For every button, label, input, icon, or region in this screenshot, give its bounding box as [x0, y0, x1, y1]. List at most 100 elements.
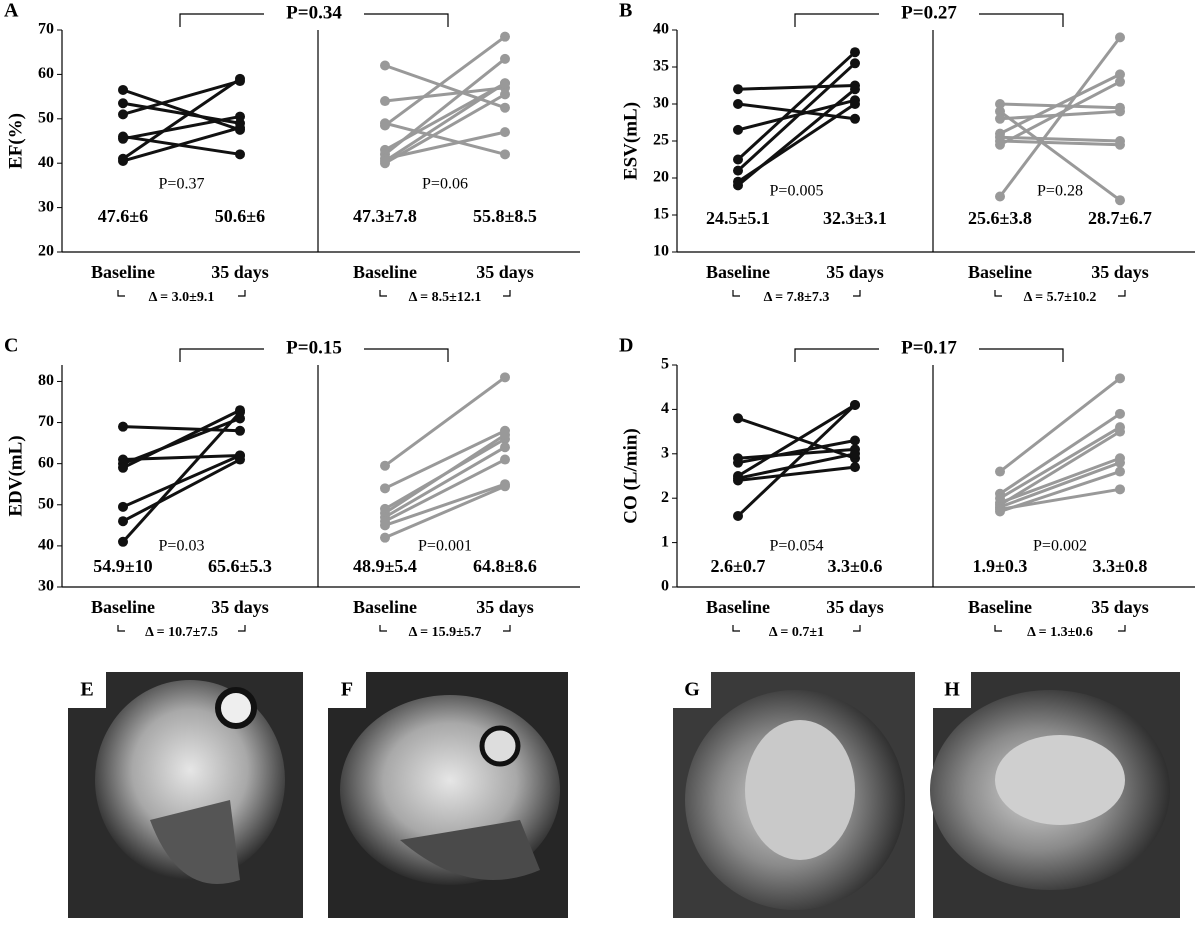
p-bracket — [179, 348, 449, 362]
x-tick-label: Baseline — [706, 597, 770, 617]
group-p: P=0.002 — [1033, 538, 1087, 555]
point — [1115, 373, 1125, 384]
y-tick-label: 50 — [38, 109, 54, 126]
point — [733, 84, 743, 95]
y-tick-label: 20 — [653, 169, 669, 186]
delta-label: Δ = 10.7±7.5 — [145, 625, 218, 640]
y-tick-label: 2 — [661, 489, 669, 506]
summary: 48.9±5.4 — [353, 556, 417, 576]
group-p: P=0.001 — [418, 538, 472, 555]
point — [380, 120, 390, 131]
pair-line — [384, 445, 506, 519]
pair-line — [384, 376, 506, 467]
delta-label: Δ = 1.3±0.6 — [1027, 625, 1093, 640]
pair-line — [122, 88, 241, 132]
x-tick-label: Baseline — [91, 262, 155, 282]
pair-line — [736, 62, 857, 172]
delta-bracket — [379, 625, 511, 632]
point — [850, 448, 860, 459]
pair-line — [999, 109, 1121, 121]
pair-line — [384, 482, 506, 527]
y-tick-label: 20 — [38, 243, 54, 260]
delta-bracket — [994, 290, 1126, 297]
image-label: E — [80, 679, 93, 701]
point — [500, 149, 510, 160]
y-tick-label: 25 — [653, 132, 669, 149]
pair-line — [384, 458, 506, 523]
panel: C EDV(mL) 30 40 50 60 70 80 P=0.15 P=0.03 54.9±10 6… — [4, 335, 580, 640]
point — [995, 506, 1005, 517]
point — [733, 165, 743, 176]
point — [995, 466, 1005, 477]
delta-label: Δ = 3.0±9.1 — [149, 290, 215, 305]
group-p: P=0.28 — [1037, 183, 1083, 200]
pair-line — [737, 452, 856, 480]
mri-image-h — [930, 672, 1180, 918]
point — [118, 109, 128, 120]
image-label-box — [933, 672, 971, 708]
x-tick-label: 35 days — [476, 262, 534, 282]
y-tick-label: 40 — [38, 154, 54, 171]
y-tick-label: 60 — [38, 454, 54, 471]
summary: 50.6±6 — [215, 206, 265, 226]
image-label-box — [673, 672, 711, 708]
pair-line — [384, 433, 506, 515]
pair-line — [122, 425, 241, 433]
pair-line — [999, 102, 1121, 110]
x-tick-label: 35 days — [476, 597, 534, 617]
point — [1115, 76, 1125, 87]
point — [500, 454, 510, 465]
y-tick-label: 5 — [661, 356, 669, 373]
y-tick-label: 30 — [38, 198, 54, 215]
pair-line — [122, 77, 241, 160]
point — [733, 510, 743, 521]
y-tick-label: 60 — [38, 65, 54, 82]
point — [500, 372, 510, 383]
summary: 32.3±3.1 — [823, 208, 887, 228]
point — [995, 139, 1005, 150]
pair-line — [384, 35, 506, 127]
summary: 54.9±10 — [93, 556, 152, 576]
delta-label: Δ = 8.5±12.1 — [409, 290, 482, 305]
point — [380, 460, 390, 471]
point — [733, 154, 743, 165]
point — [500, 442, 510, 453]
pair-line — [737, 88, 856, 187]
summary: 2.6±0.7 — [711, 556, 766, 576]
delta-bracket — [117, 290, 246, 297]
y-tick-label: 10 — [653, 243, 669, 260]
point — [995, 106, 1005, 117]
point — [235, 425, 245, 436]
pair-line — [384, 57, 506, 156]
y-tick-label: 15 — [653, 206, 669, 223]
group-p: P=0.03 — [159, 538, 205, 555]
x-tick-label: 35 days — [1091, 262, 1149, 282]
pair-line — [999, 425, 1121, 500]
y-tick-label: 50 — [38, 495, 54, 512]
point — [500, 481, 510, 492]
summary: 3.3±0.6 — [828, 556, 883, 576]
point — [850, 84, 860, 95]
x-tick-label: Baseline — [353, 597, 417, 617]
point — [850, 435, 860, 446]
point — [235, 407, 245, 418]
point — [118, 155, 128, 166]
point — [1115, 139, 1125, 150]
x-tick-label: 35 days — [211, 262, 269, 282]
point — [500, 78, 510, 89]
point — [235, 73, 245, 84]
group-p: P=0.054 — [770, 538, 824, 555]
pair-line — [122, 115, 241, 141]
p-bracket — [179, 13, 449, 27]
x-tick-label: Baseline — [91, 597, 155, 617]
point — [500, 102, 510, 113]
summary: 55.8±8.5 — [473, 206, 537, 226]
delta-bracket — [732, 625, 861, 632]
point — [733, 180, 743, 191]
delta-bracket — [994, 625, 1126, 632]
y-tick-label: 1 — [661, 533, 669, 550]
panel-label: C — [4, 335, 18, 357]
pair-line — [737, 403, 856, 478]
